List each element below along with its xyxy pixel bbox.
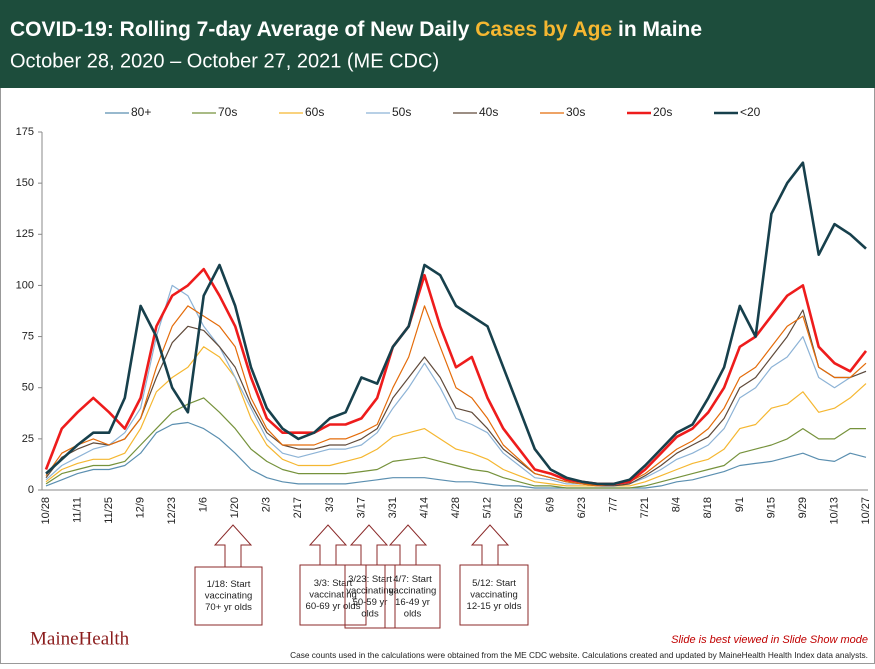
x-tick-label: 10/28 — [40, 497, 52, 525]
footnote: Case counts used in the calculations wer… — [290, 650, 868, 660]
legend-label: 30s — [566, 105, 585, 119]
title-part: in Maine — [612, 18, 702, 41]
series-line — [45, 161, 867, 486]
y-tick-label: 25 — [22, 433, 34, 445]
x-tick-label: 1/20 — [229, 497, 241, 518]
x-tick-label: 7/21 — [639, 497, 651, 518]
x-tick-label: 7/7 — [608, 497, 620, 512]
y-tick-label: 75 — [22, 330, 34, 342]
annotation-text: 5/12: Start — [472, 578, 516, 589]
y-tick-label: 50 — [22, 382, 34, 394]
note: Slide is best viewed in Slide Show mode — [671, 634, 868, 646]
annotation-text: 1/18: Start — [207, 579, 251, 590]
legend-label: 70s — [218, 105, 237, 119]
arrow — [349, 524, 389, 566]
x-tick-label: 3/3 — [324, 497, 336, 512]
y-tick-label: 125 — [16, 228, 34, 240]
y-tick-label: 0 — [28, 484, 34, 496]
series-line — [45, 284, 867, 487]
x-tick-label: 10/27 — [860, 497, 872, 525]
header-band — [0, 0, 875, 88]
x-tick-label: 12/9 — [135, 497, 147, 518]
chart-title: COVID-19: Rolling 7-day Average of New D… — [10, 18, 702, 41]
x-tick-label: 3/31 — [387, 497, 399, 518]
title-part: COVID-19: Rolling 7-day Average of New D… — [10, 18, 475, 41]
annotation-box — [299, 564, 367, 626]
x-tick-label: 12/23 — [166, 497, 178, 525]
annotation-text: vaccinating — [470, 590, 518, 601]
legend-label: 20s — [653, 105, 672, 119]
x-tick-label: 4/28 — [450, 497, 462, 518]
arrow — [213, 524, 253, 568]
y-tick-label: 150 — [16, 177, 34, 189]
series-line — [45, 397, 866, 489]
x-tick-label: 5/12 — [481, 497, 493, 518]
x-tick-label: 2/3 — [261, 497, 273, 512]
series-line — [44, 267, 868, 486]
legend-label: 80+ — [131, 105, 151, 119]
x-tick-label: 10/13 — [828, 497, 840, 525]
annotation-box — [194, 566, 263, 626]
annotation-text: 60-69 yr olds — [306, 601, 361, 612]
annotation-box — [384, 564, 441, 629]
x-tick-label: 8/4 — [671, 497, 683, 512]
arrow — [388, 524, 428, 566]
y-tick-label: 100 — [16, 279, 34, 291]
x-tick-label: 6/23 — [576, 497, 588, 518]
arrow — [308, 524, 348, 566]
annotation-text: olds — [361, 608, 379, 619]
annotation-text: 50-59 yr — [353, 597, 388, 608]
annotation-text: vaccinating — [346, 585, 394, 596]
x-tick-label: 8/18 — [702, 497, 714, 518]
annotation-arrows — [213, 524, 510, 568]
arrow — [470, 524, 510, 566]
series-line — [45, 346, 867, 487]
legend-label: 60s — [305, 105, 324, 119]
x-tick-label: 9/15 — [765, 497, 777, 518]
y-tick-label: 175 — [16, 126, 34, 138]
series-line — [45, 305, 867, 487]
annotation-text: olds — [404, 608, 422, 619]
x-tick-label: 9/1 — [734, 497, 746, 512]
x-tick-label: 3/17 — [355, 497, 367, 518]
x-tick-label: 11/11 — [71, 497, 83, 523]
legend-label: 50s — [392, 105, 411, 119]
legend-label: 40s — [479, 105, 498, 119]
logo: MaineHealth — [30, 628, 130, 649]
x-tick-label: 5/26 — [513, 497, 525, 518]
annotation-text: 12-15 yr olds — [467, 601, 522, 612]
annotation-text: 3/3: Start — [314, 578, 353, 589]
annotation-text: 3/23: Start — [348, 574, 392, 585]
x-tick-label: 2/17 — [292, 497, 304, 518]
annotation-text: vaccinating — [309, 590, 357, 601]
annotation-text: vaccinating — [205, 591, 253, 602]
annotation-text: vaccinating — [389, 585, 437, 596]
annotation-text: 70+ yr olds — [205, 602, 252, 613]
chart-subtitle: October 28, 2020 – October 27, 2021 (ME … — [10, 50, 439, 72]
title-highlight: Cases by Age — [475, 18, 612, 41]
x-tick-label: 1/6 — [198, 497, 210, 512]
annotation-box — [344, 564, 396, 629]
x-tick-label: 11/25 — [103, 497, 115, 524]
x-tick-label: 4/14 — [418, 497, 430, 518]
series-line — [45, 421, 867, 489]
annotation-text: 16-49 yr — [395, 597, 430, 608]
legend-label: <20 — [740, 105, 761, 119]
x-tick-label: 9/29 — [797, 497, 809, 518]
x-tick-label: 6/9 — [545, 497, 557, 512]
series-line — [45, 309, 867, 487]
annotation-box — [459, 564, 529, 626]
annotation-text: 4/7: Start — [393, 574, 432, 585]
